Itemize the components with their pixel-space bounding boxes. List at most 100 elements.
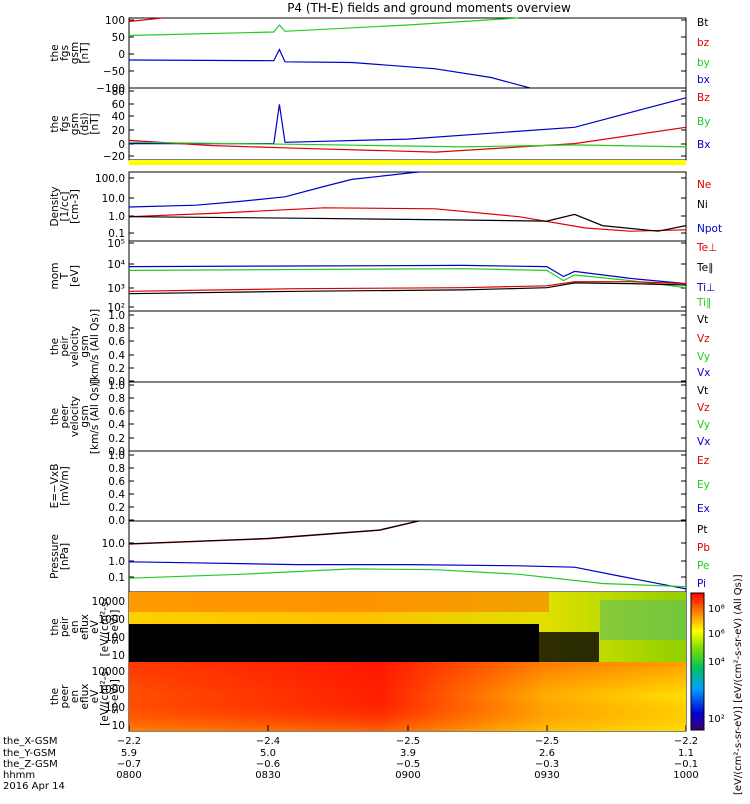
y-axis-label-line: gsm [69, 42, 81, 64]
y-axis-label-line: [nPa] [59, 543, 71, 570]
y-tick-label: 20 [112, 125, 125, 137]
panel-frame [128, 240, 687, 312]
series-line-pt [128, 520, 419, 545]
y-tick-label: 1.0 [108, 211, 125, 223]
y-axis-label-line: peir [59, 616, 71, 637]
y-axis-label-line: T [59, 272, 71, 280]
y-tick-label: 1.0 [108, 380, 125, 392]
ion-spectrogram-low-energy-void [129, 624, 539, 662]
legend-entry-bt: Bt [697, 17, 708, 29]
y-axis-label-line: eflux [79, 614, 91, 640]
series-line-ti- [128, 264, 687, 285]
legend-entry-ey: Ey [697, 479, 710, 491]
y-tick-label: 10.0 [102, 193, 125, 205]
colorbar: 10⁸ 10⁶ 10⁴ 10² [eV/(cm²-s-sr-eV)] [eV/(… [690, 574, 744, 795]
legend-entry-vy: Vy [697, 419, 710, 431]
y-tick-label: 10³ [107, 283, 125, 295]
series-line-bz [128, 17, 163, 23]
y-axis-label-line: fgs [59, 45, 71, 61]
y-tick-label: 0.6 [108, 406, 125, 418]
x-tick-label: −0.6 [256, 759, 280, 770]
y-axis-label-line: [1/cc] [59, 192, 71, 222]
y-tick-label: 0.4 [108, 350, 125, 362]
y-axis-label-line: [cm-3] [69, 189, 81, 224]
y-axis-label-line: peer [59, 684, 71, 709]
panel-frame [128, 87, 687, 161]
y-axis-label-line: the [49, 338, 61, 355]
x-tick-label: −2.2 [674, 736, 698, 747]
legend-entry-ex: Ex [697, 503, 710, 515]
x-tick-label: −0.1 [674, 759, 698, 770]
y-axis-label-line: (dsl) [79, 112, 91, 135]
y-tick-label: 0.4 [108, 489, 125, 501]
y-tick-label: 10 [112, 650, 125, 662]
panel-frame [128, 381, 687, 452]
y-axis-label-line: [eV/(cm²-s- [99, 597, 111, 656]
series-line-pb [128, 520, 419, 545]
legend-entry-ti-: Ti∥ [696, 297, 711, 309]
y-tick-label: 0.8 [108, 463, 125, 475]
series-line-ni [128, 213, 687, 232]
y-tick-label: 40 [112, 111, 125, 123]
y-axis-label-line: gsm [79, 335, 91, 357]
x-tick-label: 0900 [395, 770, 420, 781]
colorbar-tick: 10² [708, 714, 725, 725]
y-tick-label: 0.2 [108, 502, 125, 514]
series-line-bx [128, 48, 531, 89]
y-axis-label-line: Pressure [49, 534, 61, 579]
x-tick-label: 2.6 [539, 748, 555, 759]
y-axis-label-line: sr-eV)] [109, 679, 121, 714]
legend-entry-by: by [697, 57, 710, 69]
y-tick-label: 0.2 [108, 433, 125, 445]
y-tick-label: 60 [112, 99, 125, 111]
y-axis-label-line: en [69, 690, 81, 703]
y-tick-label: 0.8 [108, 323, 125, 335]
legend-entry-vz: Vz [697, 402, 710, 414]
y-tick-label: 0.6 [108, 336, 125, 348]
y-tick-label: 0.0 [108, 376, 125, 388]
y-tick-label: 1000 [98, 684, 125, 696]
x-annotation-row-label: 2016 Apr 14 [3, 781, 65, 792]
x-tick-label: 5.9 [121, 748, 137, 759]
y-tick-label: 0.0 [108, 515, 125, 527]
legend-entry-te-: Te∥ [696, 262, 713, 274]
legend-entry-vt: Vt [697, 314, 708, 326]
y-axis-label-line: gsm [79, 405, 91, 427]
y-axis-label-line: the [49, 115, 61, 132]
y-tick-label: 0.6 [108, 476, 125, 488]
panel-frame [128, 310, 687, 383]
y-axis-label-line: [eV/(cm²-s- [99, 667, 111, 726]
legend-entry-bz: Bz [697, 92, 710, 104]
y-axis-label-line: peer [59, 404, 71, 429]
legend-entry-bx: Bx [697, 139, 710, 151]
panel-5: 1.00.80.6 0.40.20.0 thepeirvelocitygsm[km/… [49, 309, 710, 388]
series-line-npot [128, 171, 419, 208]
x-tick-label: 0800 [116, 770, 141, 781]
legend-entry-ni: Ni [697, 199, 708, 211]
y-axis-label-line: gsm [69, 113, 81, 135]
x-annotation-row-label: hhmm [3, 770, 35, 781]
x-tick-label: −2.5 [535, 736, 559, 747]
x-annotation-row-label: the_X-GSM [3, 736, 57, 747]
x-tick-label: −2.2 [117, 736, 141, 747]
panel-3: 100.0 10.0 1.0 0.1 Density[1/cc][cm-3] Ne Ni Np… [49, 171, 722, 242]
legend-entry-vx: Vx [697, 367, 710, 379]
series-line-pi [128, 561, 687, 590]
y-tick-label: 10000 [92, 666, 125, 678]
legend-entry-vz: Vz [697, 333, 710, 345]
y-axis-label-line: velocity [69, 326, 81, 367]
colorbar-tick: 10⁶ [708, 629, 725, 640]
legend-entry-npot: Npot [697, 223, 722, 235]
y-axis-label-line: eflux [79, 684, 91, 710]
y-tick-label: 1.0 [108, 556, 125, 568]
ion-spectrogram-patch [600, 600, 686, 640]
legend-entry-ne: Ne [697, 179, 711, 191]
y-axis-label-line: fgs [59, 116, 71, 132]
ion-spectrogram-orange-band [129, 592, 549, 612]
x-tick-label: −0.3 [535, 759, 559, 770]
y-axis-label-line: [mV/m] [59, 466, 71, 505]
